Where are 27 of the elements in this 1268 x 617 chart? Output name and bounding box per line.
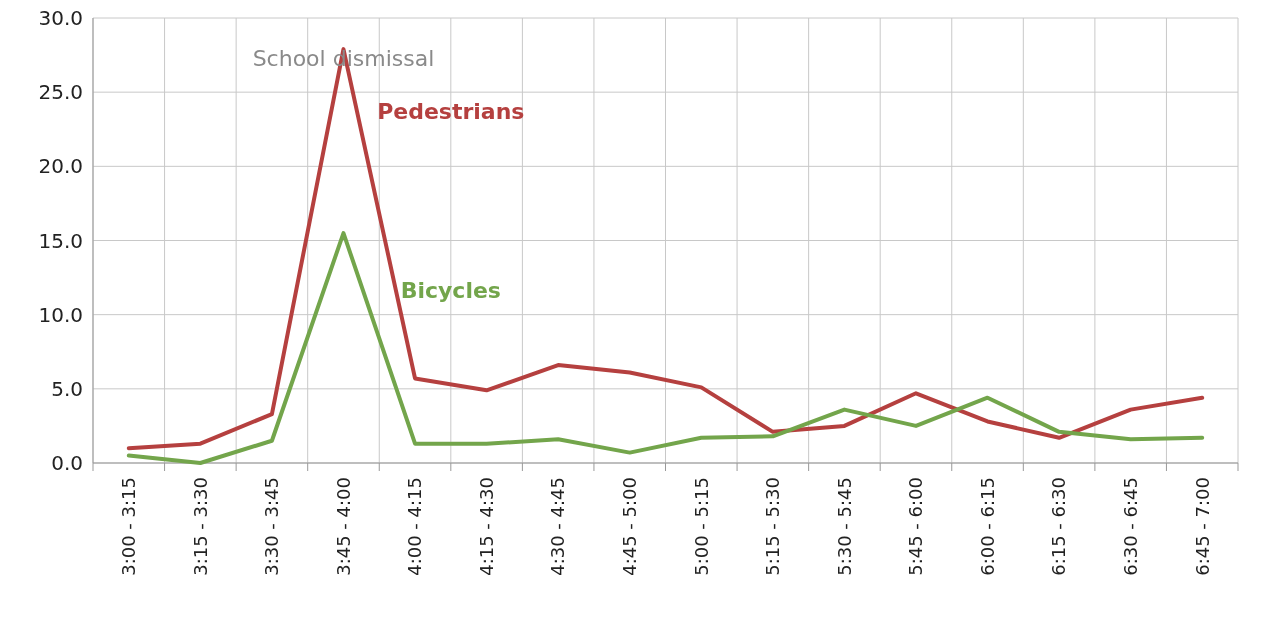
x-tick-label: 4:45 - 5:00: [619, 477, 641, 576]
y-tick-label: 20.0: [38, 154, 83, 179]
x-tick-label: 3:15 - 3:30: [189, 477, 211, 576]
y-tick-label: 25.0: [38, 80, 83, 105]
x-tick-label: 5:30 - 5:45: [833, 477, 855, 576]
y-tick-label: 5.0: [51, 376, 83, 401]
x-tick-label: 6:00 - 6:15: [976, 477, 998, 576]
x-tick-label: 3:45 - 4:00: [332, 477, 354, 576]
series-label: Bicycles: [400, 278, 501, 304]
x-tick-label: 5:00 - 5:15: [690, 477, 712, 576]
x-tick-label: 5:45 - 6:00: [905, 477, 927, 576]
y-tick-label: 15.0: [38, 228, 83, 253]
x-tick-label: 3:30 - 3:45: [261, 477, 283, 576]
x-tick-label: 3:00 - 3:15: [118, 477, 140, 576]
x-tick-label: 6:45 - 7:00: [1191, 477, 1213, 576]
series-label: Pedestrians: [377, 99, 525, 125]
y-tick-label: 0.0: [51, 451, 83, 475]
x-tick-label: 4:15 - 4:30: [475, 477, 497, 576]
line-series: [126, 47, 1205, 451]
x-tick-label: 6:30 - 6:45: [1119, 477, 1141, 576]
y-tick-label: 10.0: [38, 302, 83, 327]
x-tick-label: 4:00 - 4:15: [404, 477, 426, 576]
x-tick-label: 5:15 - 5:30: [762, 477, 784, 576]
line-series: [126, 231, 1205, 465]
x-tick-label: 4:30 - 4:45: [547, 477, 569, 576]
y-tick-label: 30.0: [38, 6, 83, 30]
x-tick-label: 6:15 - 6:30: [1048, 477, 1070, 576]
